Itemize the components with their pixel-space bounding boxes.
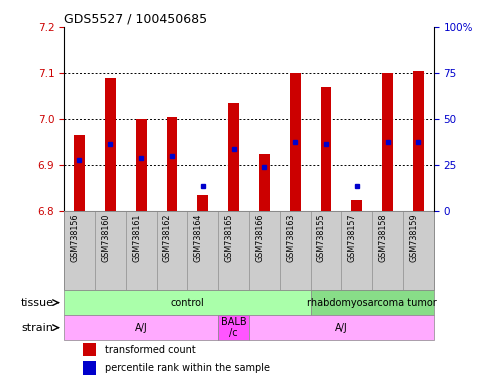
Bar [136, 119, 146, 211]
Text: tissue: tissue [20, 298, 53, 308]
Bar [167, 117, 177, 211]
Bar [83, 361, 96, 374]
Bar [372, 211, 403, 290]
Bar [290, 73, 301, 211]
Bar [311, 211, 341, 290]
Bar [95, 211, 126, 290]
Bar [218, 315, 249, 340]
Bar [228, 103, 239, 211]
Bar [197, 195, 208, 211]
Text: GDS5527 / 100450685: GDS5527 / 100450685 [64, 13, 207, 26]
Text: GSM738161: GSM738161 [132, 214, 141, 262]
Text: GSM738159: GSM738159 [409, 214, 419, 262]
Text: GSM738158: GSM738158 [379, 214, 387, 262]
Text: percentile rank within the sample: percentile rank within the sample [105, 362, 270, 372]
Bar [64, 315, 218, 340]
Bar [249, 315, 434, 340]
Bar [83, 343, 96, 356]
Text: GSM738162: GSM738162 [163, 214, 172, 262]
Bar [352, 200, 362, 211]
Bar [249, 211, 280, 290]
Text: GSM738164: GSM738164 [194, 214, 203, 262]
Bar [218, 211, 249, 290]
Bar [126, 211, 157, 290]
Bar [311, 290, 434, 315]
Bar [64, 290, 311, 315]
Text: BALB
/c: BALB /c [221, 317, 246, 338]
Text: control: control [171, 298, 204, 308]
Text: GSM738160: GSM738160 [101, 214, 110, 262]
Text: GSM738157: GSM738157 [348, 214, 357, 262]
Text: strain: strain [21, 323, 53, 333]
Text: A/J: A/J [335, 323, 348, 333]
Bar [382, 73, 393, 211]
Bar [157, 211, 187, 290]
Bar [64, 211, 95, 290]
Text: A/J: A/J [135, 323, 147, 333]
Bar [105, 78, 116, 211]
Text: rhabdomyosarcoma tumor: rhabdomyosarcoma tumor [307, 298, 437, 308]
Text: GSM738156: GSM738156 [70, 214, 79, 262]
Text: GSM738166: GSM738166 [255, 214, 264, 262]
Text: GSM738165: GSM738165 [224, 214, 234, 262]
Text: GSM738155: GSM738155 [317, 214, 326, 262]
Bar [320, 87, 331, 211]
Bar [259, 154, 270, 211]
Bar [74, 135, 85, 211]
Bar [280, 211, 311, 290]
Bar [413, 71, 424, 211]
Bar [341, 211, 372, 290]
Bar [403, 211, 434, 290]
Bar [187, 211, 218, 290]
Text: transformed count: transformed count [105, 344, 196, 354]
Text: GSM738163: GSM738163 [286, 214, 295, 262]
